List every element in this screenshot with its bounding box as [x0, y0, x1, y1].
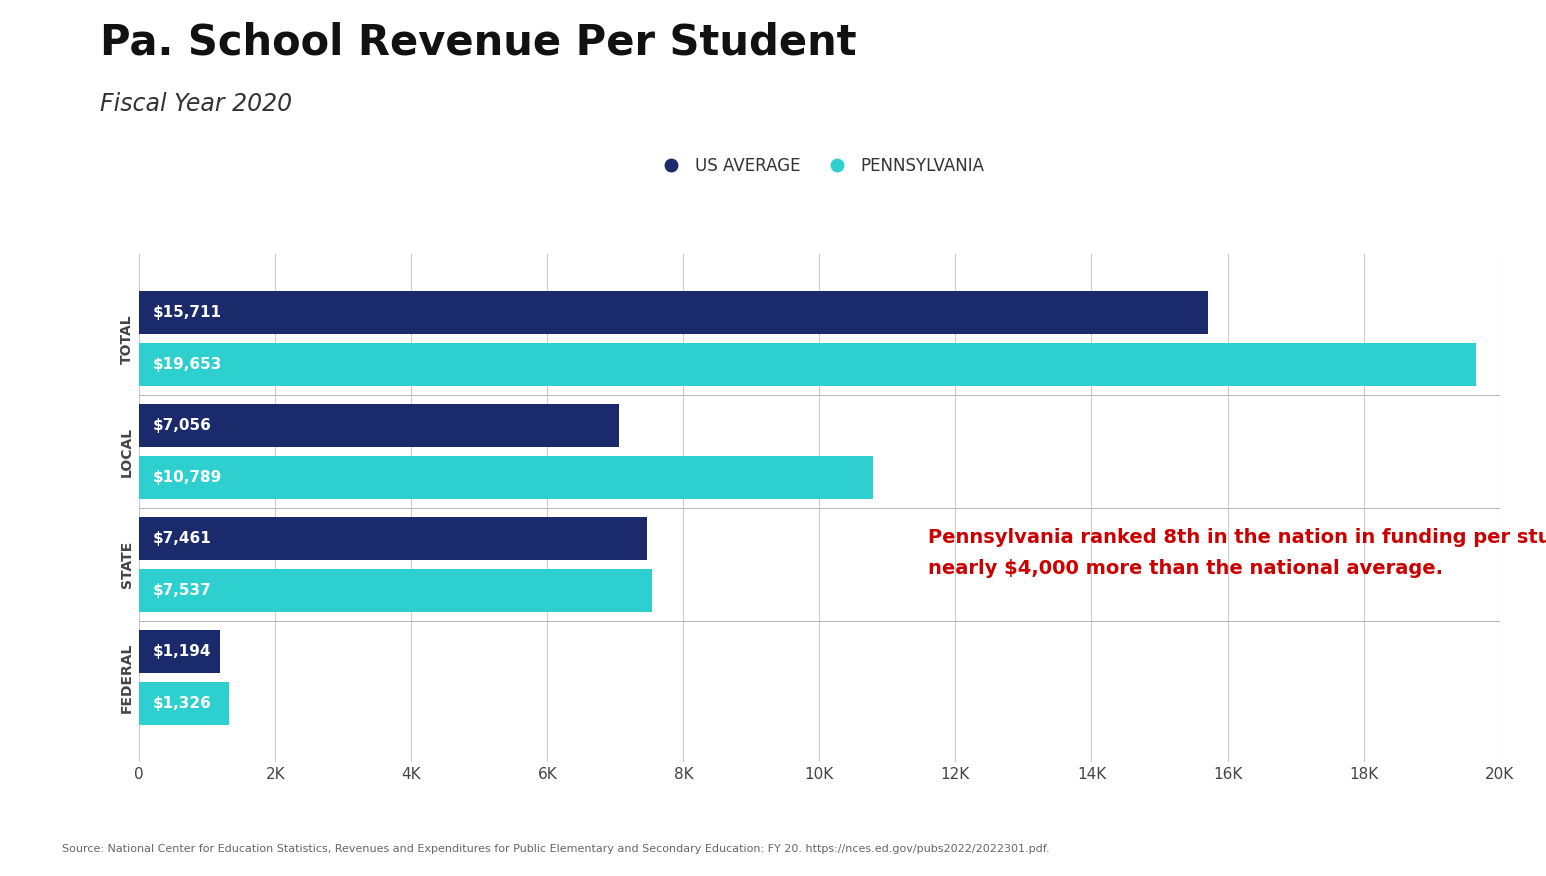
Text: $7,537: $7,537 — [153, 583, 212, 598]
Bar — [139, 569, 652, 612]
Text: Pennsylvania ranked 8th in the nation in funding per student,
nearly $4,000 more: Pennsylvania ranked 8th in the nation in… — [928, 528, 1546, 578]
Text: Fiscal Year 2020: Fiscal Year 2020 — [100, 92, 292, 116]
Text: $15,711: $15,711 — [153, 305, 221, 321]
Text: $10,789: $10,789 — [153, 470, 223, 485]
Text: $19,653: $19,653 — [153, 357, 223, 372]
Bar — [139, 456, 873, 499]
Text: $1,326: $1,326 — [153, 696, 212, 711]
Bar — [139, 404, 618, 447]
Text: Pa. School Revenue Per Student: Pa. School Revenue Per Student — [100, 22, 856, 64]
Text: $1,194: $1,194 — [153, 644, 212, 659]
Bar — [139, 517, 646, 560]
Bar — [139, 292, 1207, 335]
Text: $7,461: $7,461 — [153, 531, 212, 546]
Legend: US AVERAGE, PENNSYLVANIA: US AVERAGE, PENNSYLVANIA — [648, 151, 991, 182]
Bar — [139, 630, 221, 673]
Bar — [139, 682, 229, 724]
Text: Source: National Center for Education Statistics, Revenues and Expenditures for : Source: National Center for Education St… — [62, 844, 1050, 854]
Bar — [139, 343, 1476, 386]
Text: $7,056: $7,056 — [153, 418, 212, 433]
